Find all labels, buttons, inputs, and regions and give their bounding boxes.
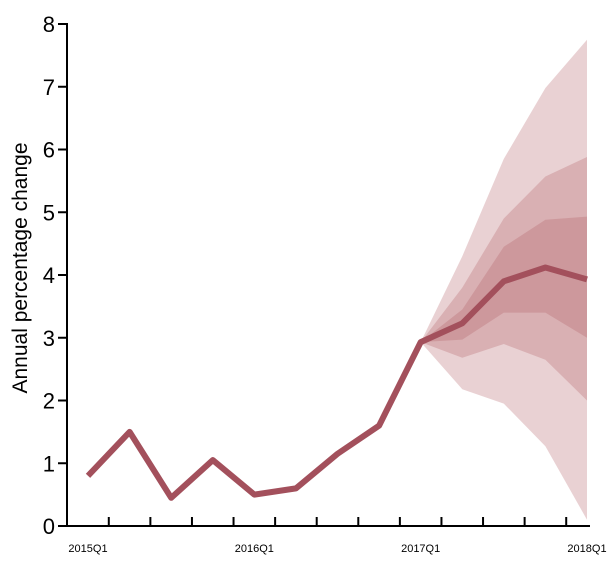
x-tick-label: 2018Q1 — [567, 543, 606, 555]
y-ticks: 0 1 2 3 4 5 6 7 8 — [43, 12, 67, 539]
y-tick-label: 0 — [43, 514, 55, 539]
y-tick-label: 6 — [43, 138, 55, 163]
x-tick-label: 2016Q1 — [235, 543, 274, 555]
y-tick-label: 7 — [43, 75, 55, 100]
y-tick-label: 8 — [43, 12, 55, 37]
y-tick-label: 5 — [43, 200, 55, 225]
x-tick-label: 2015Q1 — [68, 543, 107, 555]
y-tick-label: 1 — [43, 451, 55, 476]
y-tick-label: 2 — [43, 389, 55, 414]
y-tick-label: 3 — [43, 326, 55, 351]
y-axis-label: Annual percentage change — [9, 142, 32, 393]
x-tick-label: 2017Q1 — [401, 543, 440, 555]
x-ticks: 2015Q1 2016Q1 2017Q1 2018Q1 — [68, 517, 606, 555]
y-tick-label: 4 — [43, 263, 55, 288]
